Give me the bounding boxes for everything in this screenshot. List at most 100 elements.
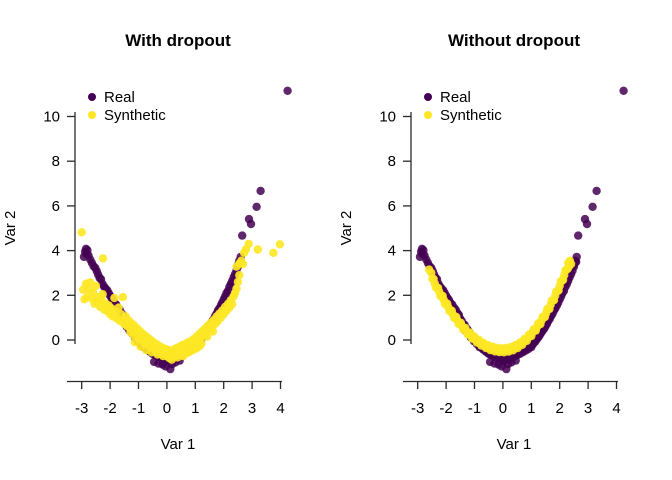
data-point [161, 362, 170, 371]
x-tick-label: 4 [612, 400, 620, 417]
legend-synthetic-marker [424, 111, 432, 119]
data-point [511, 356, 520, 365]
data-point [454, 319, 463, 329]
x-tick-label: 2 [556, 400, 564, 417]
x-tick-label: -3 [411, 400, 424, 417]
data-point [238, 259, 248, 269]
panel-title: With dropout [125, 31, 231, 50]
x-tick-label: 1 [191, 400, 199, 417]
y-tick-label: 4 [52, 243, 60, 260]
x-tick-label: -3 [75, 400, 88, 417]
y-axis-title: Var 2 [338, 211, 355, 246]
y-tick-label: 6 [52, 198, 60, 215]
legend-synthetic-label: Synthetic [440, 107, 502, 124]
data-point [554, 286, 563, 295]
data-point [114, 303, 123, 312]
x-tick-label: -1 [132, 400, 145, 417]
y-tick-label: 8 [388, 153, 396, 170]
data-point [233, 277, 243, 287]
data-point [527, 332, 536, 341]
y-tick-label: 2 [52, 287, 60, 304]
data-point [88, 288, 98, 297]
x-axis-title: Var 1 [161, 436, 196, 453]
data-point [283, 86, 292, 96]
y-tick-label: 8 [52, 153, 60, 170]
data-point [118, 292, 128, 302]
data-point [574, 231, 583, 240]
data-point [582, 219, 592, 229]
data-point [98, 290, 107, 299]
data-point [238, 231, 247, 240]
data-point [98, 254, 108, 263]
data-point [120, 315, 130, 325]
y-tick-label: 4 [388, 243, 396, 260]
data-point [531, 326, 540, 335]
legend-real-label: Real [104, 89, 135, 106]
y-tick-label: 2 [388, 287, 396, 304]
x-tick-label: -1 [468, 400, 481, 417]
legend-real-marker [424, 93, 432, 101]
x-tick-label: 3 [248, 400, 256, 417]
x-tick-label: 2 [220, 400, 228, 417]
x-tick-label: 0 [163, 400, 171, 417]
x-tick-label: -2 [439, 400, 452, 417]
y-tick-label: 6 [388, 198, 396, 215]
data-point [592, 186, 601, 196]
x-tick-label: -2 [103, 400, 116, 417]
data-point [558, 275, 568, 285]
data-point [246, 219, 256, 229]
data-point [549, 296, 559, 305]
data-point [130, 338, 139, 347]
y-tick-label: 0 [388, 332, 396, 349]
data-point [431, 283, 441, 292]
panel-without-dropout: Without dropout 0 2 4 6 8 10 -3 -2 -1 0 … [338, 31, 628, 453]
data-point [572, 252, 581, 262]
data-point [619, 86, 628, 96]
data-point [545, 304, 554, 314]
data-point [540, 312, 550, 322]
data-point [132, 325, 141, 335]
legend-synthetic-marker [88, 111, 96, 119]
legend-real-label: Real [440, 89, 471, 106]
points-layer [77, 86, 292, 374]
data-point [228, 300, 237, 309]
data-point [440, 299, 450, 309]
data-point [143, 335, 152, 345]
panel-title: Without dropout [448, 31, 580, 50]
data-point [244, 239, 253, 249]
data-point [536, 319, 545, 329]
data-point [449, 313, 459, 323]
data-point [445, 307, 454, 316]
legend: Real Synthetic [88, 89, 166, 124]
data-point [427, 268, 436, 278]
x-axis-title: Var 1 [497, 436, 532, 453]
data-point [252, 202, 261, 211]
data-point [136, 342, 145, 351]
x-tick-label: 4 [276, 400, 284, 417]
data-point [235, 271, 244, 280]
data-point [110, 293, 119, 303]
y-tick-label: 0 [52, 332, 60, 349]
data-point [208, 327, 218, 336]
y-tick-label: 10 [379, 109, 396, 126]
data-point [275, 240, 285, 249]
x-tick-label: 0 [499, 400, 507, 417]
legend-synthetic-label: Synthetic [104, 107, 166, 124]
data-point [195, 341, 205, 350]
x-tick-label: 1 [527, 400, 535, 417]
data-point [269, 248, 278, 257]
data-point [588, 202, 597, 211]
data-point [497, 362, 506, 371]
x-tick-label: 3 [584, 400, 592, 417]
legend: Real Synthetic [424, 89, 502, 124]
data-point [77, 228, 86, 237]
data-point [253, 245, 262, 254]
data-point [232, 284, 241, 293]
data-point [91, 281, 101, 291]
data-point [436, 291, 445, 301]
panel-with-dropout: With dropout 0 2 4 6 8 10 -3 -2 -1 0 1 2… [2, 31, 292, 453]
y-axis-title: Var 2 [2, 211, 19, 246]
legend-real-marker [88, 93, 96, 101]
data-point [256, 186, 265, 196]
